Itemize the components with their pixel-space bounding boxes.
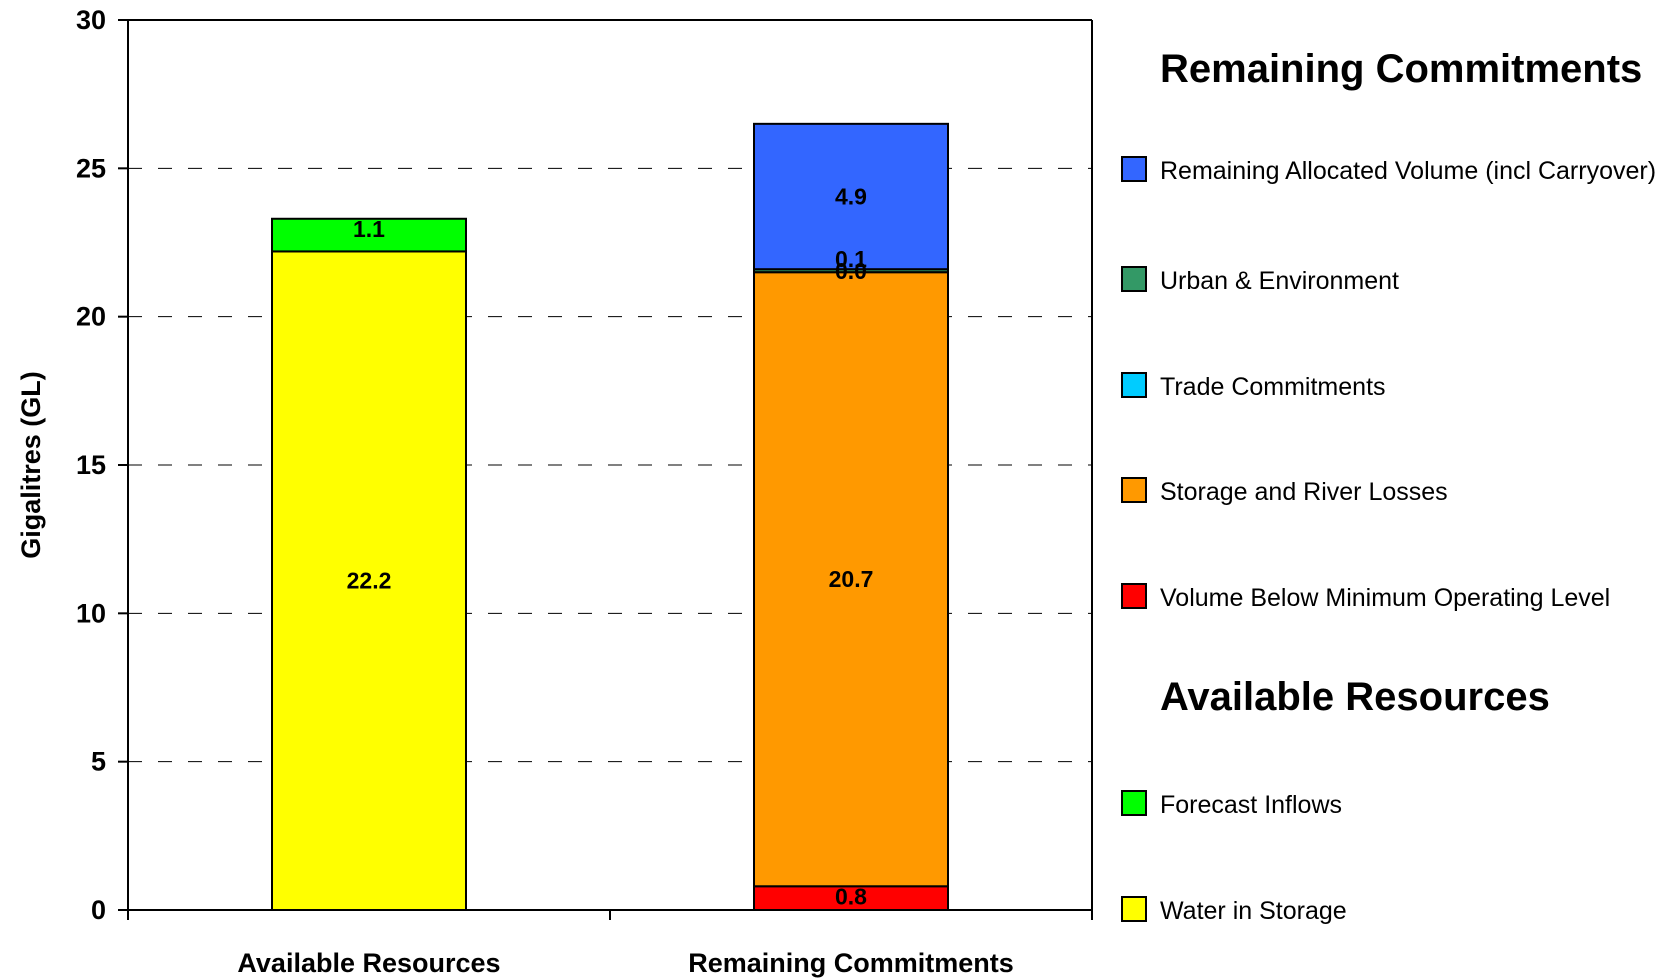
legend-heading: Remaining Commitments	[1160, 47, 1642, 91]
bar-segment	[753, 122, 949, 271]
data-label: 0.1	[835, 246, 867, 272]
bar-segment	[271, 217, 467, 253]
legend-label: Volume Below Minimum Operating Level	[1160, 584, 1610, 612]
legend-swatch	[1121, 477, 1147, 503]
data-label: 4.9	[835, 184, 867, 210]
y-tick-label: 5	[91, 747, 106, 777]
data-label: 22.2	[347, 568, 392, 594]
y-tick-label: 20	[76, 302, 106, 332]
axes: 0 5 10 15 20 25 30 Available Resources Remaining…	[16, 5, 1093, 978]
legend-label: Trade Commitments	[1160, 373, 1386, 401]
legend-heading: Available Resources	[1160, 675, 1550, 719]
legend-swatch	[1121, 790, 1147, 816]
x-category-label: Remaining Commitments	[688, 948, 1014, 978]
legend-label: Storage and River Losses	[1160, 478, 1448, 506]
y-axis-title: Gigalitres (GL)	[16, 371, 46, 559]
legend-swatch	[1121, 372, 1147, 398]
data-label: 20.7	[829, 566, 874, 592]
legend-label: Water in Storage	[1160, 897, 1347, 925]
legend-label: Urban & Environment	[1160, 267, 1399, 295]
bar-segment	[271, 250, 467, 911]
legend-label: Forecast Inflows	[1160, 791, 1342, 819]
legend-swatch	[1121, 583, 1147, 609]
legend: Remaining Commitments Remaining Allocated…	[1121, 47, 1656, 925]
bar-segment	[753, 271, 949, 888]
legend-label: Remaining Allocated Volume (incl Carryov…	[1160, 157, 1656, 185]
legend-swatch	[1121, 266, 1147, 292]
x-category-label: Available Resources	[237, 948, 500, 978]
y-tick-label: 25	[76, 153, 106, 183]
data-label: 1.1	[353, 216, 385, 242]
y-tick-label: 15	[76, 450, 106, 480]
y-tick-label: 0	[91, 895, 106, 925]
data-label: 0.0	[835, 258, 867, 284]
bars	[271, 122, 949, 911]
legend-swatch	[1121, 896, 1147, 922]
y-tick-label: 30	[76, 5, 106, 35]
y-tick-label: 10	[76, 598, 106, 628]
data-label: 0.8	[835, 883, 867, 909]
data-labels: 22.2 1.1 0.8 20.7 4.9 0.10.0	[347, 184, 874, 910]
legend-swatch	[1121, 156, 1147, 182]
